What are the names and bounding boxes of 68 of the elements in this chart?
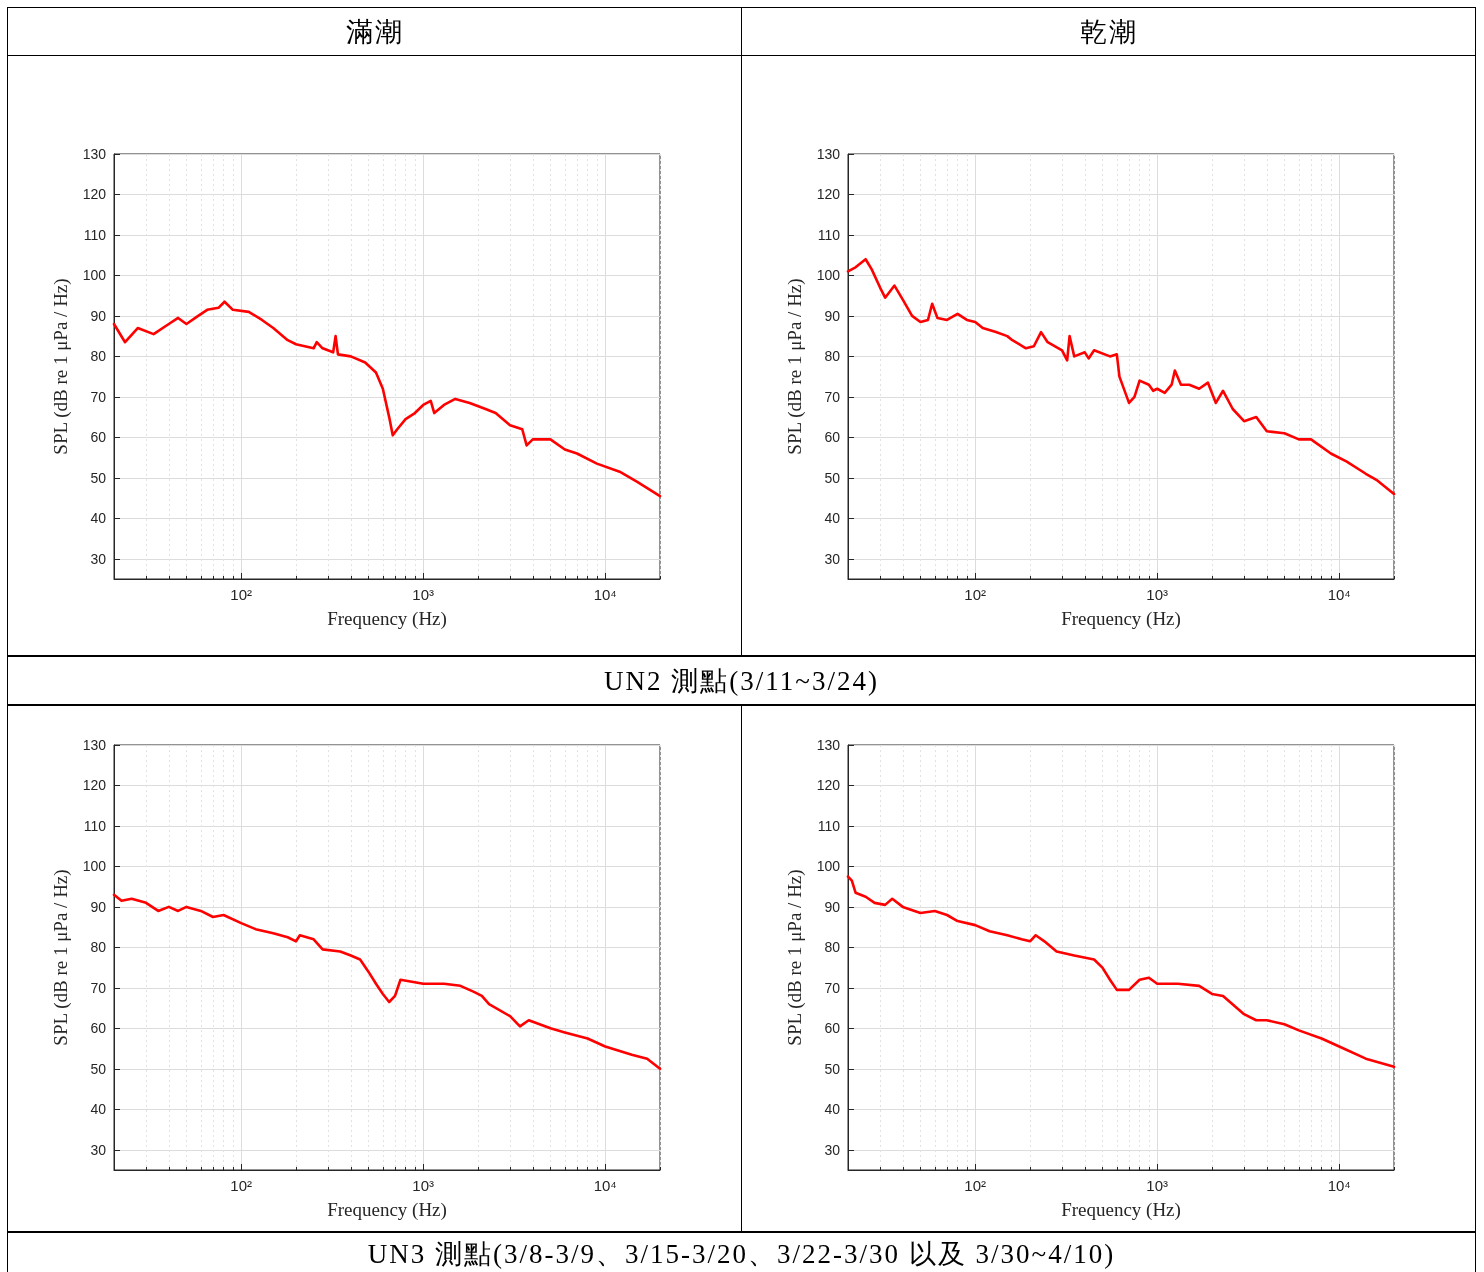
y-tick-label: 80: [90, 348, 107, 365]
y-tick-label: 40: [824, 1101, 841, 1118]
y-tick-label: 30: [824, 550, 841, 567]
y-tick-label: 70: [824, 388, 841, 405]
y-tick-label: 80: [824, 939, 841, 956]
chart-title: 滿潮: [7, 7, 742, 56]
x-tick-label: 10²: [964, 586, 987, 603]
y-tick-label: 90: [90, 898, 107, 915]
y-tick-label: 40: [90, 510, 107, 527]
y-tick-label: 70: [90, 388, 107, 405]
y-tick-label: 130: [82, 737, 107, 753]
x-axis-title: Frequency (Hz): [327, 1199, 447, 1221]
y-tick-label: 120: [82, 777, 107, 794]
y-tick-label: 50: [824, 1060, 841, 1077]
text: UN3 測點(3/8-3/9、3/15-3/20、3/22-3/30 以及 3/30~4/10): [7, 1232, 1476, 1272]
y-tick-label: 110: [817, 226, 841, 243]
y-tick-label: 30: [90, 550, 107, 567]
y-tick-label: 30: [90, 1141, 107, 1158]
y-tick-label: 40: [824, 510, 841, 527]
text: UN2 測點(3/11~3/24): [7, 656, 1476, 705]
chart-title: 乾潮: [741, 7, 1476, 56]
x-tick-label: 10²: [230, 586, 253, 603]
x-tick-label: 10⁴: [1327, 586, 1351, 603]
y-tick-label: 110: [83, 226, 107, 243]
x-tick-label: 10³: [412, 586, 435, 603]
x-tick-label: 10³: [1146, 586, 1169, 603]
y-tick-label: 50: [824, 469, 841, 486]
y-tick-label: 130: [816, 146, 841, 162]
y-tick-label: 70: [90, 979, 107, 996]
y-axis-title: SPL (dB re 1 μPa / Hz): [784, 278, 806, 455]
y-tick-label: 50: [90, 1060, 107, 1077]
y-tick-label: 80: [824, 348, 841, 365]
x-tick-label: 10⁴: [593, 586, 617, 603]
x-tick-label: 10³: [412, 1177, 435, 1194]
y-tick-label: 60: [824, 429, 841, 446]
y-tick-label: 60: [824, 1020, 841, 1037]
y-tick-label: 120: [816, 777, 841, 794]
x-tick-label: 10²: [964, 1177, 987, 1194]
y-axis-title: SPL (dB re 1 μPa / Hz): [50, 869, 72, 1046]
y-axis-title: SPL (dB re 1 μPa / Hz): [784, 869, 806, 1046]
y-tick-label: 90: [824, 307, 841, 324]
y-tick-label: 130: [816, 737, 841, 753]
x-tick-label: 10²: [230, 1177, 253, 1194]
y-tick-label: 60: [90, 1020, 107, 1037]
y-tick-label: 100: [816, 858, 841, 875]
x-tick-label: 10⁴: [593, 1177, 617, 1194]
y-tick-label: 90: [824, 898, 841, 915]
y-tick-label: 30: [824, 1141, 841, 1158]
y-tick-label: 90: [90, 307, 107, 324]
y-tick-label: 80: [90, 939, 107, 956]
y-tick-label: 110: [817, 817, 841, 834]
x-axis-title: Frequency (Hz): [1061, 1199, 1181, 1221]
x-tick-label: 10⁴: [1327, 1177, 1351, 1194]
x-axis-title: Frequency (Hz): [1061, 608, 1181, 630]
y-tick-label: 130: [82, 146, 107, 162]
y-tick-label: 100: [816, 267, 841, 284]
y-tick-label: 110: [83, 817, 107, 834]
y-tick-label: 100: [82, 858, 107, 875]
y-tick-label: 120: [816, 186, 841, 203]
y-tick-label: 100: [82, 267, 107, 284]
y-axis-title: SPL (dB re 1 μPa / Hz): [50, 278, 72, 455]
y-tick-label: 120: [82, 186, 107, 203]
y-tick-label: 50: [90, 469, 107, 486]
y-tick-label: 60: [90, 429, 107, 446]
x-axis-title: Frequency (Hz): [327, 608, 447, 630]
y-tick-label: 40: [90, 1101, 107, 1118]
y-tick-label: 70: [824, 979, 841, 996]
x-tick-label: 10³: [1146, 1177, 1169, 1194]
